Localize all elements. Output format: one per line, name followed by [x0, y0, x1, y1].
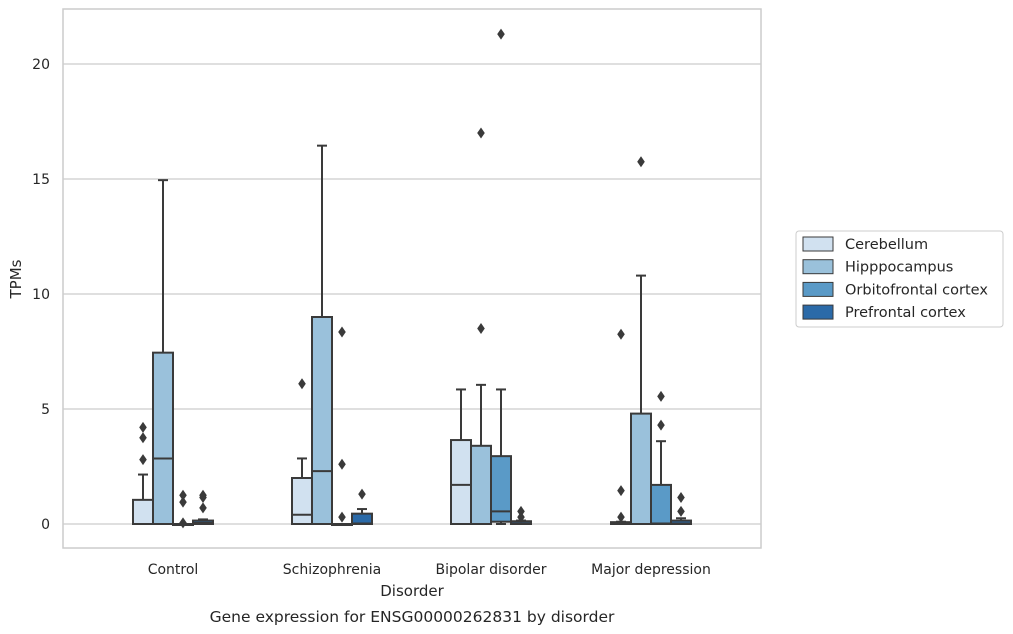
box-hipppocampus — [311, 144, 333, 525]
outlier-point — [617, 511, 625, 523]
box-orbitofrontal-cortex — [650, 390, 672, 525]
box-cerebellum — [610, 328, 632, 525]
box-iqr — [311, 316, 333, 525]
box-iqr — [490, 455, 512, 523]
x-tick-label: Control — [148, 562, 199, 578]
x-tick-label: Bipolar disorder — [435, 562, 546, 578]
outlier-point — [338, 326, 346, 338]
box-orbitofrontal-cortex — [172, 489, 194, 529]
legend-frame — [795, 230, 1004, 328]
legend-swatch — [802, 259, 834, 275]
box-iqr — [450, 439, 472, 525]
x-tick-label: Major depression — [591, 562, 711, 578]
outlier-point — [477, 323, 485, 334]
box-iqr — [630, 412, 652, 526]
outlier-point — [517, 505, 525, 517]
outlier-point — [139, 454, 147, 466]
box-hipppocampus — [470, 127, 492, 525]
box-prefrontal-cortex — [510, 505, 532, 525]
outlier-point — [497, 28, 505, 40]
outlier-point — [657, 419, 665, 431]
outlier-point — [199, 489, 207, 501]
box-iqr — [650, 483, 672, 525]
box-orbitofrontal-cortex — [331, 326, 353, 526]
y-tick-label: 5 — [41, 402, 50, 418]
box-orbitofrontal-cortex — [490, 28, 512, 525]
outlier-point — [358, 488, 366, 500]
outlier-point — [617, 485, 625, 497]
outlier-point — [298, 378, 306, 390]
box-cerebellum — [132, 421, 154, 526]
figure-caption: Gene expression for ENSG00000262831 by d… — [210, 608, 615, 626]
legend-swatch — [802, 304, 834, 320]
outlier-point — [139, 421, 147, 433]
outlier-point — [338, 458, 346, 470]
outlier-point — [179, 489, 187, 501]
y-axis-label: TPMs — [7, 259, 25, 299]
plot-frame — [62, 8, 762, 549]
outlier-point — [139, 432, 147, 444]
y-tick-labels: 0 5 10 15 20 — [32, 57, 50, 533]
legend: Cerebellum Hipppocampus Orbitofrontal cort… — [795, 230, 1004, 328]
outlier-point — [338, 511, 346, 523]
y-tick-label: 10 — [32, 287, 50, 303]
x-tick-labels: Control Schizophrenia Bipolar disorder Majo… — [148, 562, 711, 578]
outlier-point — [517, 511, 525, 523]
box-cerebellum — [450, 388, 472, 525]
box-prefrontal-cortex — [351, 488, 373, 526]
y-tick-label: 20 — [32, 57, 50, 73]
outlier-point — [677, 492, 685, 504]
box-hipppocampus — [152, 179, 174, 525]
x-tick-label: Schizophrenia — [283, 562, 381, 578]
outlier-point — [199, 502, 207, 514]
box-prefrontal-cortex — [670, 492, 692, 525]
legend-label: Prefrontal cortex — [845, 305, 966, 321]
box-iqr — [470, 444, 492, 525]
legend-swatch — [802, 281, 834, 297]
y-tick-label: 15 — [32, 172, 50, 188]
legend-swatch — [802, 236, 834, 252]
outlier-point — [657, 390, 665, 402]
outlier-point — [677, 505, 685, 517]
legend-label: Cerebellum — [845, 237, 928, 253]
outlier-point — [477, 127, 485, 139]
box-iqr — [152, 351, 174, 525]
box-cerebellum — [291, 378, 313, 525]
box-iqr — [132, 498, 154, 526]
box-iqr — [351, 512, 373, 526]
outlier-point — [179, 517, 187, 529]
y-tick-label: 0 — [41, 517, 50, 533]
outlier-point — [179, 496, 187, 508]
legend-label: Hipppocampus — [845, 260, 953, 276]
box-iqr — [291, 477, 313, 525]
outlier-point — [617, 328, 625, 340]
x-axis-label: Disorder — [380, 582, 444, 600]
box-prefrontal-cortex — [192, 489, 214, 525]
outlier-point — [637, 156, 645, 168]
legend-label: Orbitofrontal cortex — [845, 282, 988, 298]
box-hipppocampus — [630, 156, 652, 526]
box-groups — [132, 28, 692, 529]
